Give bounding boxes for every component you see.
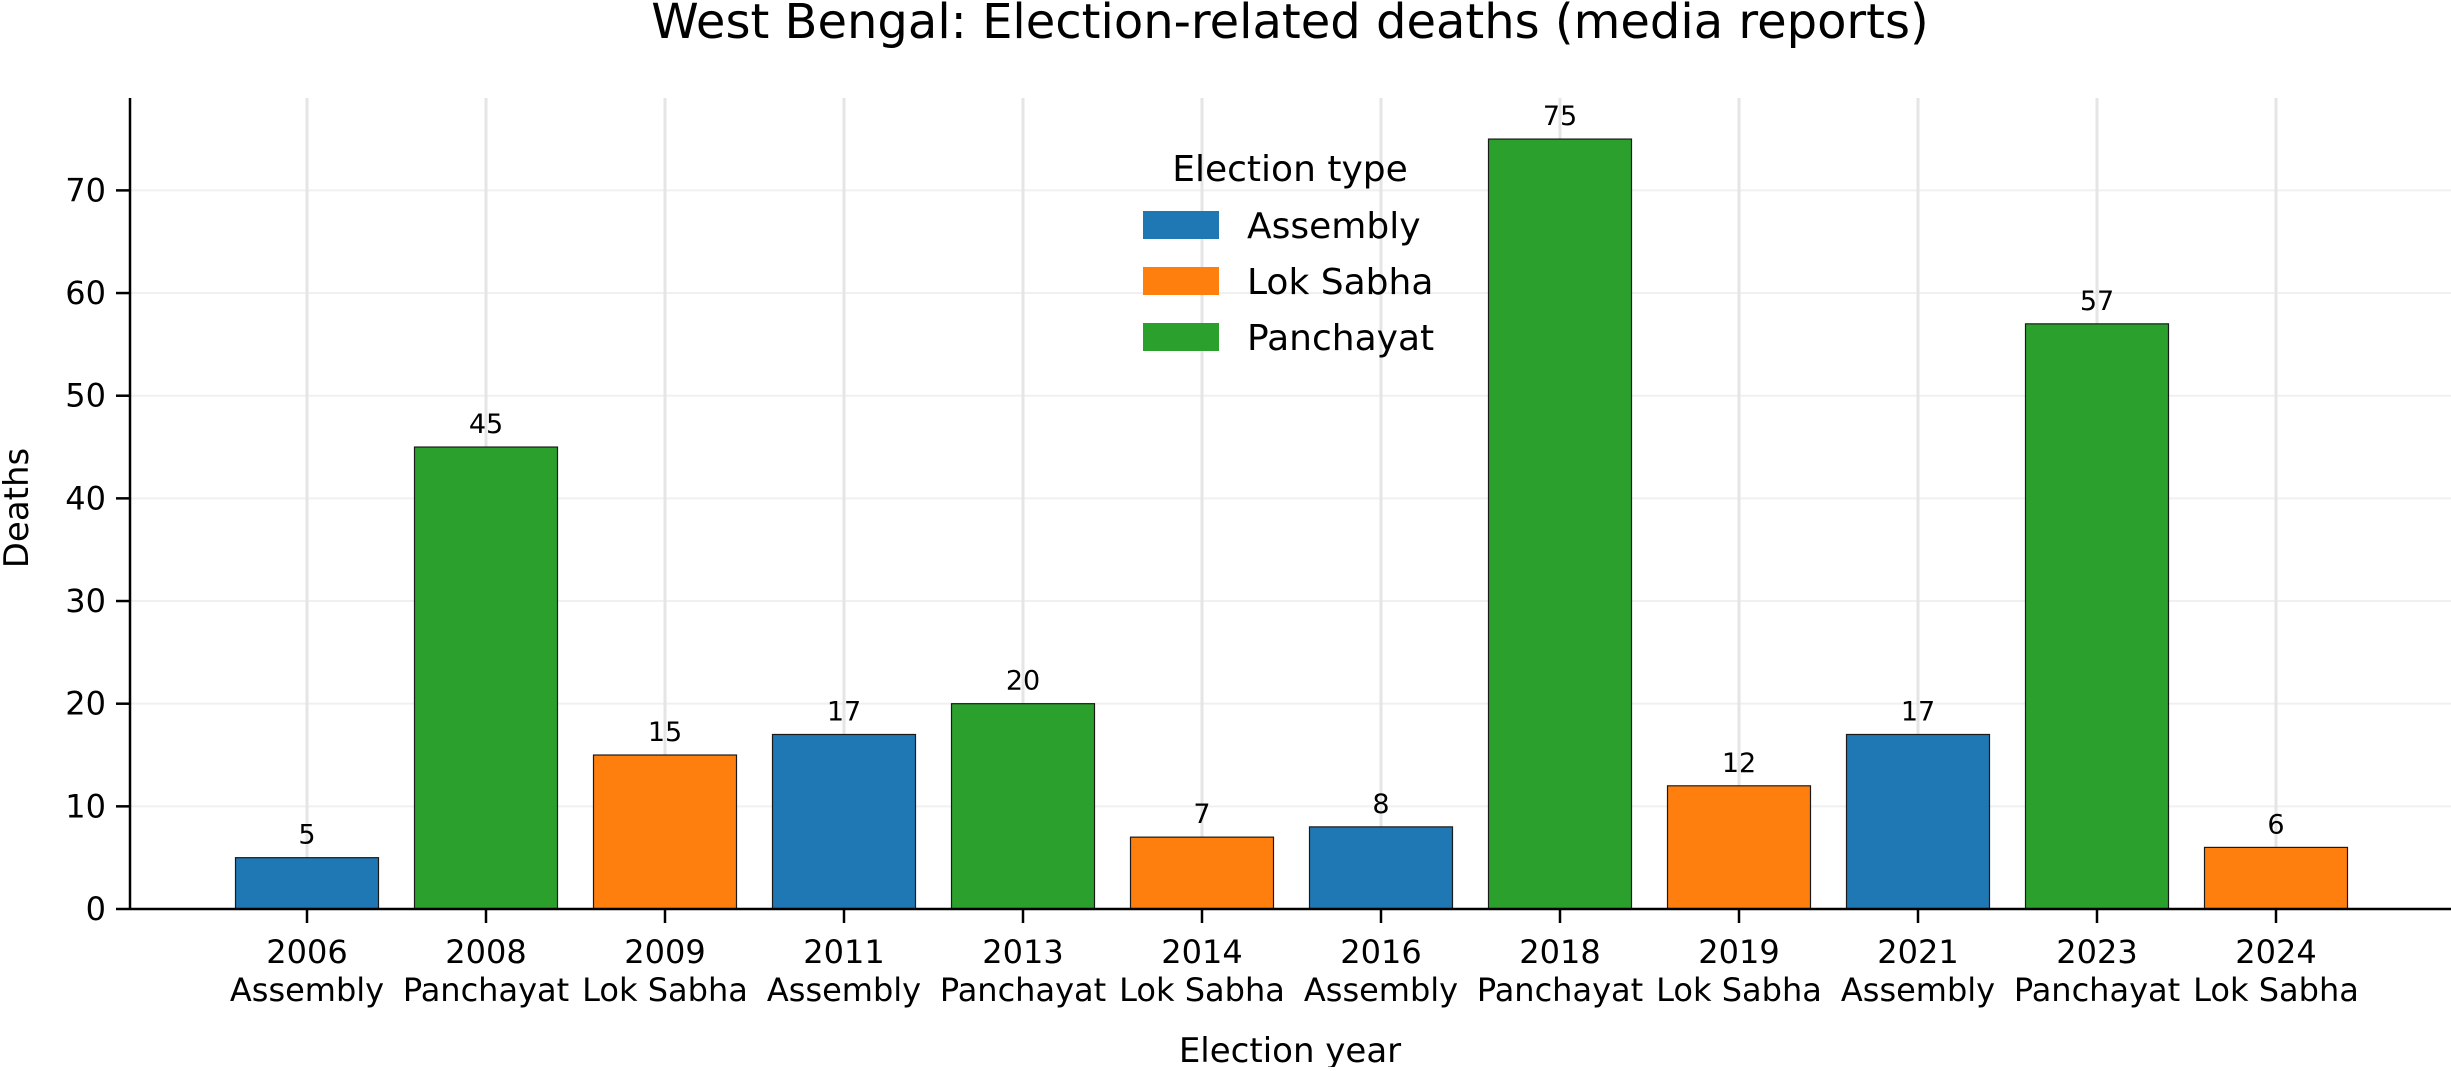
x-tick-label-year: 2009 <box>624 933 705 971</box>
x-tick-label-type: Lok Sabha <box>1119 971 1285 1009</box>
x-tick-label-type: Assembly <box>1841 971 1995 1009</box>
x-tick-label-year: 2023 <box>2056 933 2137 971</box>
x-tick-label-type: Lok Sabha <box>1656 971 1822 1009</box>
bar <box>771 733 917 910</box>
y-tick-label: 30 <box>65 582 106 620</box>
data-label: 75 <box>1543 101 1577 132</box>
x-tick-label-year: 2021 <box>1877 933 1958 971</box>
x-tick-label-year: 2008 <box>445 933 526 971</box>
bar <box>1487 138 1633 910</box>
bar <box>1845 733 1991 910</box>
legend-swatch <box>1143 323 1219 351</box>
x-tick-label-year: 2013 <box>982 933 1063 971</box>
data-label: 17 <box>827 696 861 727</box>
x-tick-label-type: Lok Sabha <box>582 971 748 1009</box>
legend-title: Election type <box>1172 149 1408 190</box>
data-label: 45 <box>469 409 503 440</box>
x-tick-label-year: 2024 <box>2235 933 2316 971</box>
x-axis-label: Election year <box>1179 1031 1401 1067</box>
x-tick-label-type: Panchayat <box>2014 971 2180 1009</box>
data-label: 7 <box>1193 799 1210 830</box>
data-label: 15 <box>648 717 682 748</box>
x-tick-label-year: 2019 <box>1698 933 1779 971</box>
x-tick-label-type: Panchayat <box>1477 971 1643 1009</box>
bar <box>2203 846 2349 910</box>
bar <box>592 754 738 910</box>
x-tick-label-year: 2016 <box>1340 933 1421 971</box>
legend-entry: Panchayat <box>1247 318 1434 359</box>
legend-swatch <box>1143 267 1219 295</box>
axis-layer <box>116 98 2451 923</box>
y-axis-label: Deaths <box>0 448 37 569</box>
legend-entry: Assembly <box>1247 206 1421 247</box>
legend-entry: Lok Sabha <box>1247 262 1433 303</box>
data-label: 20 <box>1006 666 1040 697</box>
bar-layer <box>234 138 2349 910</box>
y-tick-label: 20 <box>65 685 106 723</box>
y-tick-label: 60 <box>65 274 106 312</box>
data-label: 12 <box>1722 748 1756 779</box>
data-label: 17 <box>1901 696 1935 727</box>
bar <box>413 446 559 910</box>
bar <box>234 857 380 910</box>
x-tick-label-type: Lok Sabha <box>2193 971 2359 1009</box>
data-label: 6 <box>2267 809 2284 840</box>
y-tick-label: 10 <box>65 787 106 825</box>
x-tick-label-type: Assembly <box>230 971 384 1009</box>
x-tick-label-year: 2006 <box>266 933 347 971</box>
y-tick-label: 50 <box>65 377 106 415</box>
y-tick-label: 0 <box>86 890 106 928</box>
x-tick-label-year: 2011 <box>803 933 884 971</box>
legend-swatch <box>1143 211 1219 239</box>
data-label: 5 <box>298 820 315 851</box>
bar <box>2024 323 2170 910</box>
bar <box>1129 836 1275 910</box>
chart-title: West Bengal: Election-related deaths (me… <box>651 0 1928 50</box>
data-label: 57 <box>2080 286 2114 317</box>
bar <box>950 703 1096 910</box>
bar <box>1308 826 1454 910</box>
legend: Election type Assembly Lok Sabha Panchayat <box>1143 149 1434 359</box>
bar <box>1666 785 1812 910</box>
y-tick-label: 70 <box>65 171 106 209</box>
data-label: 8 <box>1372 789 1389 820</box>
x-tick-label-type: Panchayat <box>940 971 1106 1009</box>
y-tick-label: 40 <box>65 479 106 517</box>
x-tick-label-year: 2014 <box>1161 933 1242 971</box>
x-tick-label-type: Panchayat <box>403 971 569 1009</box>
x-tick-label-year: 2018 <box>1519 933 1600 971</box>
x-tick-label-type: Assembly <box>1304 971 1458 1009</box>
x-tick-label-type: Assembly <box>767 971 921 1009</box>
